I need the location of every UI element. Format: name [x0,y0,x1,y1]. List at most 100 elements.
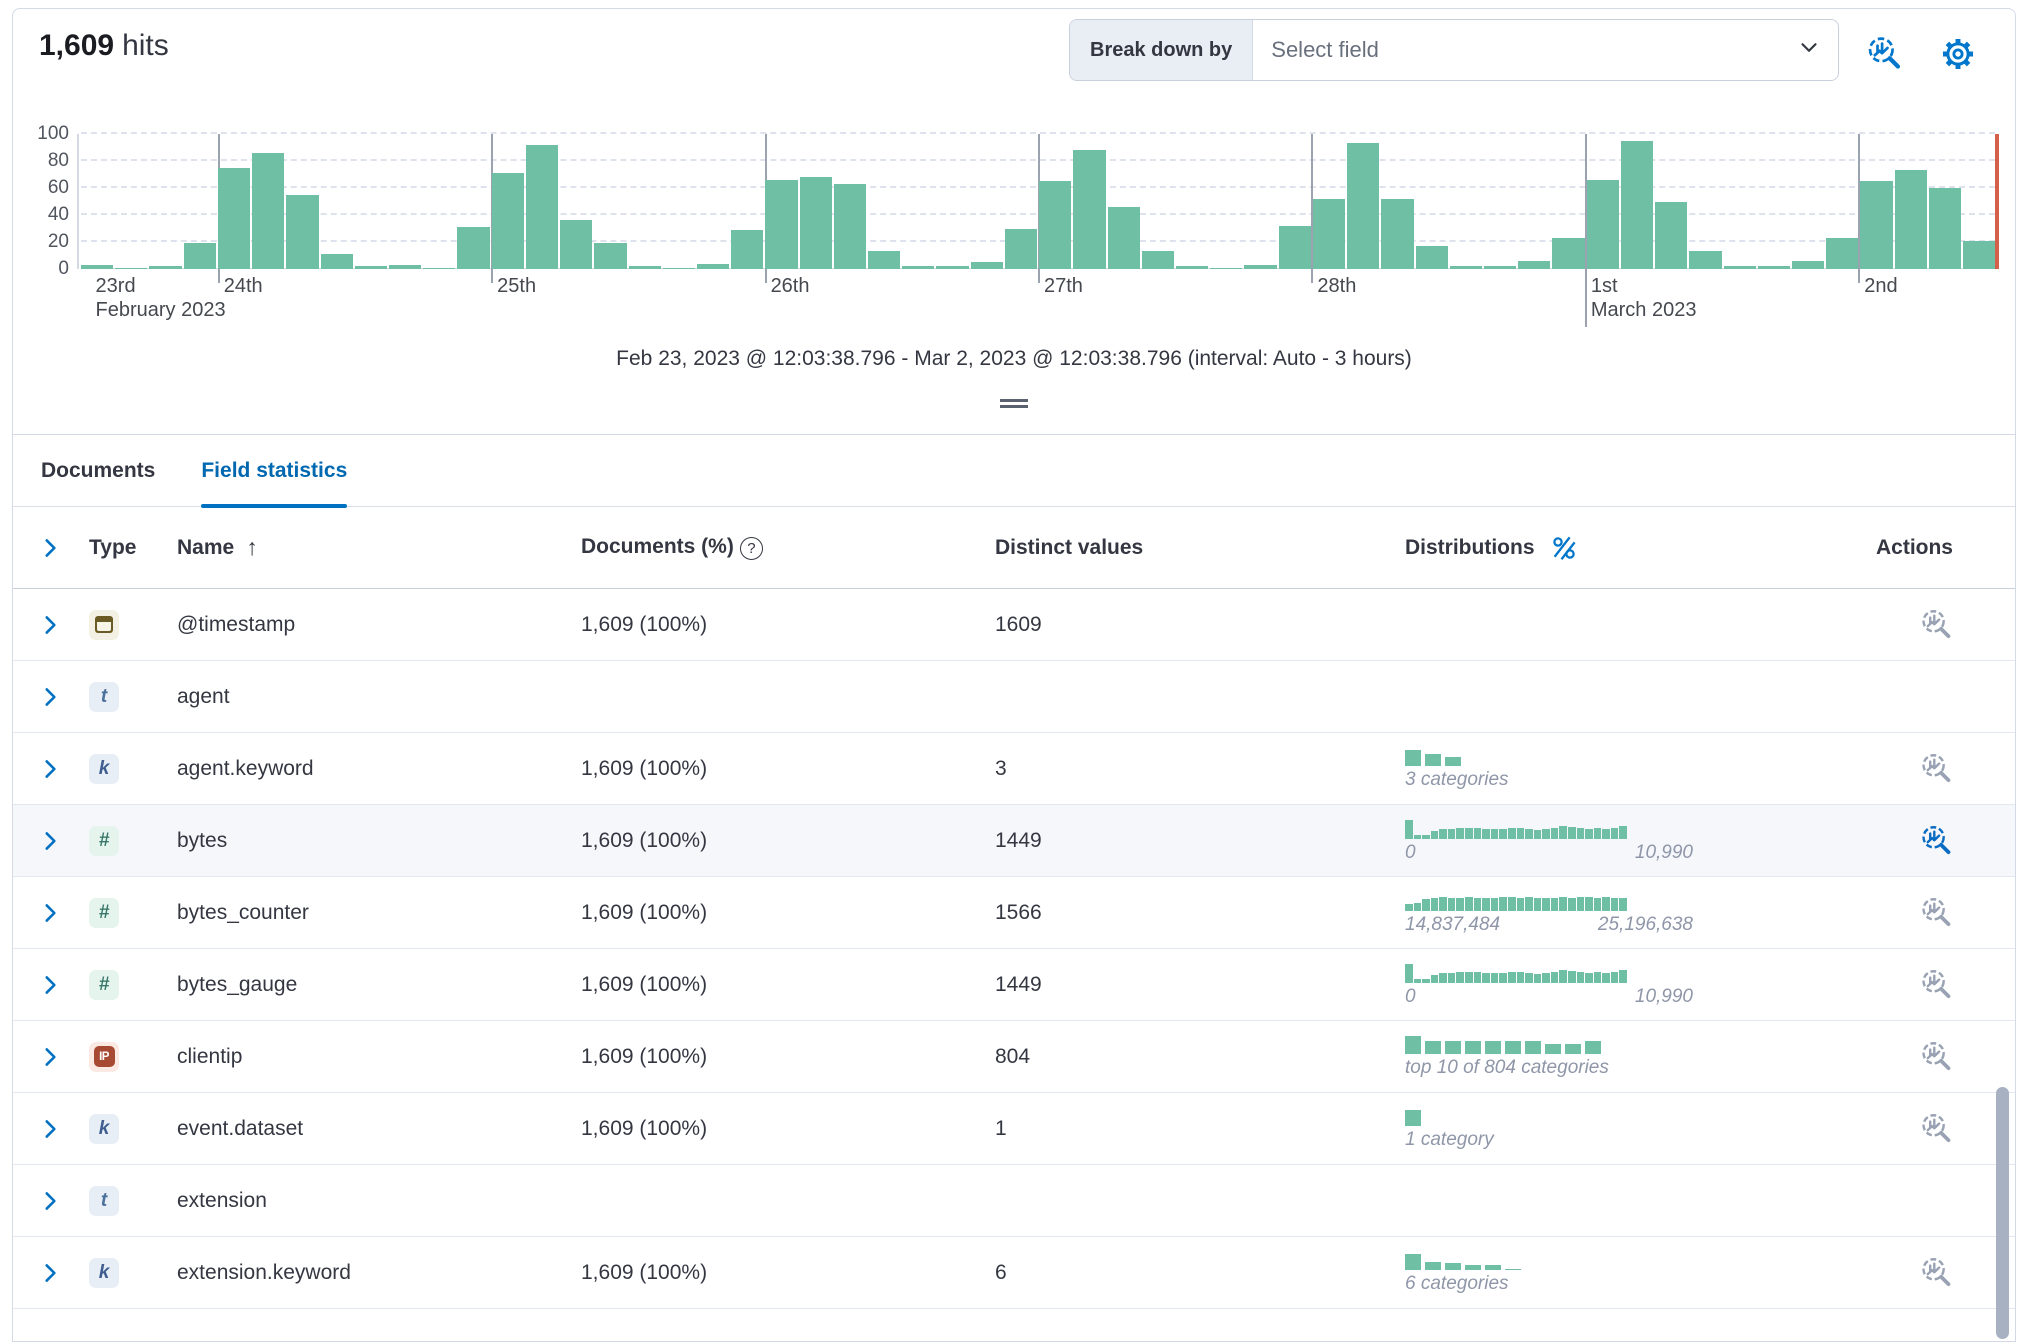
documents-percent-value: 1,609 (100%) [581,1044,708,1068]
gear-icon[interactable] [1939,35,1977,73]
expand-all-cell [37,535,89,561]
y-axis-tick-label: 60 [47,177,69,198]
chevron-right-icon[interactable] [37,1044,63,1070]
field-type-number-icon: # [89,897,119,928]
y-axis-tick-label: 100 [37,123,69,144]
histogram-bar [970,262,1003,269]
y-axis-tick-label: 20 [47,231,69,252]
histogram-bars [81,134,1996,269]
distinct-values-count: 6 [995,1260,1007,1284]
day-boundary-line [1311,134,1314,283]
histogram-bar [1312,198,1346,269]
tab-documents[interactable]: Documents [41,458,156,482]
x-axis-tick-label: 25th [497,275,537,297]
distinct-values-count: 1566 [995,900,1042,924]
explore-in-lens-button[interactable] [1919,1256,1953,1290]
column-header-documents-label: Documents (%) [581,535,734,558]
distribution-preview: 3 categories [1405,746,1509,791]
chevron-right-icon[interactable] [37,612,63,638]
explore-in-lens-button[interactable] [1919,752,1953,786]
chevron-right-icon[interactable] [37,1260,63,1286]
histogram-bar [799,177,832,269]
histogram-bar [81,264,114,269]
distinct-values-count: 1609 [995,612,1042,636]
field-name: agent.keyword [177,756,314,780]
x-axis-tick-label: 28th [1317,275,1357,297]
vertical-scrollbar[interactable] [1996,1087,2009,1339]
field-type-date-icon [89,609,119,640]
field-type-text-icon: t [89,1185,119,1216]
y-axis-line [77,134,79,269]
chevron-right-icon[interactable] [37,684,63,710]
explore-in-lens-button[interactable] [1919,824,1953,858]
documents-percent-value: 1,609 (100%) [581,1260,708,1284]
breakdown-placeholder: Select field [1271,37,1379,62]
histogram-bar [149,266,182,269]
field-row-agent: t agent [13,661,2015,733]
histogram-bar [1963,240,1996,269]
explore-in-lens-button[interactable] [1919,1040,1953,1074]
distinct-values-count: 1 [995,1116,1007,1140]
explore-chart-icon[interactable] [1865,35,1903,73]
chevron-right-icon[interactable] [37,972,63,998]
chevron-right-icon[interactable] [37,828,63,854]
hits-histogram[interactable]: 23rd February 2023 24th 25th 26th 27th 28th 1st… [37,123,1999,327]
histogram-bar [868,251,901,269]
histogram-bar [1176,266,1209,269]
field-type-ip-icon: IP [89,1041,119,1072]
field-type-keyword-icon: k [89,1257,119,1288]
tab-field-statistics[interactable]: Field statistics [201,435,347,508]
histogram-bar [1655,201,1688,269]
time-range-caption: Feb 23, 2023 @ 12:03:38.796 - Mar 2, 202… [616,347,1412,370]
field-row-extension: t extension [13,1165,2015,1237]
field-row-clientip: IP clientip 1,609 (100%) 804 top 10 of 804 c… [13,1021,2015,1093]
chart-resize-handle[interactable] [1000,399,1028,408]
x-axis-tick-label: 2nd [1864,275,1898,297]
histogram-bar [1620,140,1654,269]
field-name: bytes_gauge [177,972,298,996]
histogram-bar [1860,181,1893,269]
day-boundary-line [1858,134,1861,283]
histogram-bar [1039,181,1072,269]
chevron-right-icon[interactable] [37,535,63,561]
field-type-keyword-icon: k [89,1113,119,1144]
field-name: @timestamp [177,612,296,636]
explore-in-lens-button[interactable] [1919,896,1953,930]
histogram-bar [1141,251,1174,269]
histogram-bar [491,173,524,269]
histogram-bar [1449,266,1482,269]
histogram-section: 1,609 hits Break down by Select field [13,9,2015,435]
chevron-right-icon[interactable] [37,1188,63,1214]
chevron-right-icon[interactable] [37,900,63,926]
histogram-bar [1210,267,1243,269]
column-header-distinct-values: Distinct values [995,535,1144,559]
x-axis-labels: 23rd February 2023 24th 25th 26th 27th 28th 1st… [81,269,1995,333]
field-row-bytes-gauge: # bytes_gauge 1,609 (100%) 1449 0 10,990 [13,949,2015,1021]
field-type-number-icon: # [89,969,119,1000]
explore-in-lens-button[interactable] [1919,1112,1953,1146]
distribution-preview: top 10 of 804 categories [1405,1034,1609,1079]
discover-panel: 1,609 hits Break down by Select field [12,8,2016,1342]
explore-in-lens-button[interactable] [1919,608,1953,642]
documents-percent-value: 1,609 (100%) [581,972,708,996]
percent-toggle-icon[interactable] [1549,533,1579,563]
histogram-bar [731,229,764,269]
histogram-bar [1723,266,1756,269]
explore-in-lens-button[interactable] [1919,968,1953,1002]
histogram-bar [1004,228,1038,269]
histogram-bar [594,243,627,269]
field-row-bytes: # bytes 1,609 (100%) 1449 0 10,990 [13,805,2015,877]
field-row-event-dataset: k event.dataset 1,609 (100%) 1 1 category [13,1093,2015,1165]
y-axis-tick-label: 80 [47,150,69,171]
field-name: bytes [177,828,228,852]
histogram-bar [457,227,490,269]
column-header-name[interactable]: Name ↑ [177,534,581,561]
distinct-values-count: 1449 [995,828,1042,852]
help-icon[interactable]: ? [739,537,763,560]
column-header-documents: Documents (%)? [581,535,995,560]
x-axis-tick-label: 26th [770,275,810,297]
breakdown-field-select[interactable]: Select field [1253,20,1838,80]
chevron-right-icon[interactable] [37,1116,63,1142]
documents-percent-value: 1,609 (100%) [581,612,708,636]
chevron-right-icon[interactable] [37,756,63,782]
